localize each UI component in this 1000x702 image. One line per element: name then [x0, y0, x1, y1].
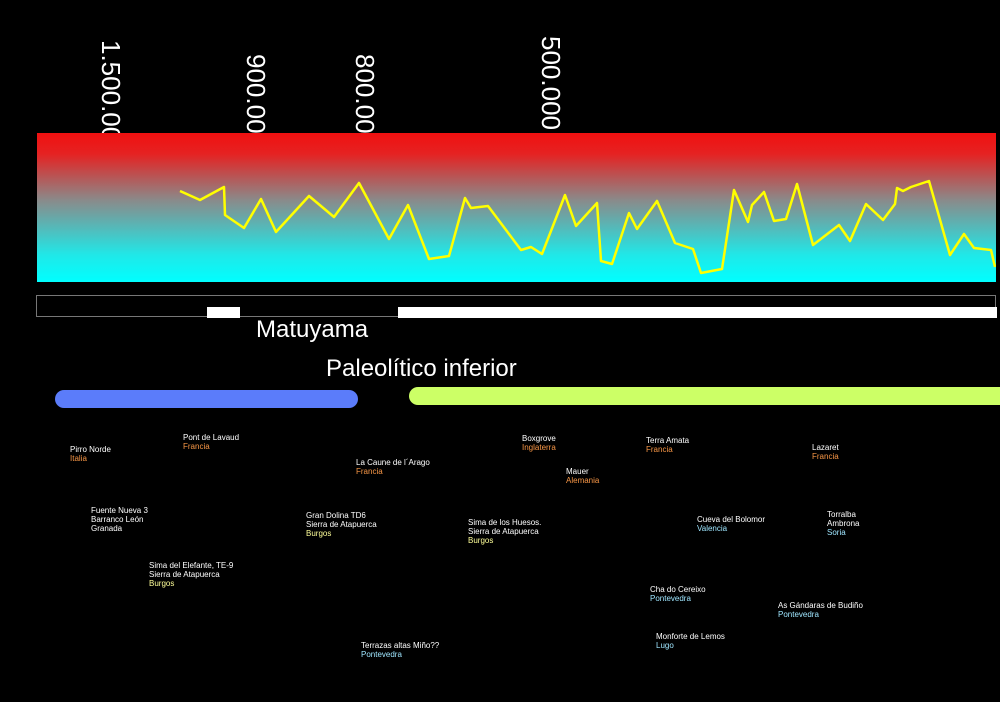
- climate-curve-line: [179, 179, 996, 275]
- site-name-line: Sierra de Atapuerca: [468, 527, 539, 536]
- period-bar-late: [409, 387, 1000, 405]
- site-name-line: Mauer: [566, 467, 589, 476]
- site-label: Monforte de Lemos Lugo: [656, 632, 725, 650]
- site-location: Francia: [356, 467, 383, 476]
- period-label: Paleolítico inferior: [326, 355, 517, 382]
- site-name-line: Boxgrove: [522, 434, 556, 443]
- site-name-line: Barranco León: [91, 515, 144, 524]
- polarity-segment-brunhes: [398, 307, 997, 318]
- magnetic-label: Matuyama: [256, 316, 369, 343]
- site-label: Sima de los Huesos. Sierra de Atapuerca Bu…: [468, 518, 541, 545]
- site-label: As Gándaras de Budiño Pontevedra: [778, 601, 863, 619]
- site-location: Burgos: [306, 529, 332, 538]
- site-location: Alemania: [566, 476, 600, 485]
- site-location: Italia: [70, 454, 87, 463]
- site-label: Terra Amata Francia: [646, 436, 689, 454]
- site-label: La Caune de l´Arago Francia: [356, 458, 430, 476]
- site-location: Inglaterra: [522, 443, 556, 452]
- tick-500000: 500.000: [536, 36, 566, 130]
- site-label: Gran Dolina TD6 Sierra de Atapuerca Burgos: [306, 511, 377, 538]
- site-label: Lazaret Francia: [812, 443, 839, 461]
- site-label: Boxgrove Inglaterra: [522, 434, 556, 452]
- climate-curve: [179, 179, 996, 275]
- site-label: Torralba Ambrona Soria: [827, 510, 859, 537]
- site-label: Mauer Alemania: [566, 467, 599, 485]
- site-name-line: Terra Amata: [646, 436, 690, 445]
- site-name-line: Sierra de Atapuerca: [149, 570, 220, 579]
- site-location: Burgos: [149, 579, 175, 588]
- period-bar-early: [55, 390, 358, 408]
- site-name-line: Sierra de Atapuerca: [306, 520, 377, 529]
- climate-curve-panel: [37, 133, 996, 282]
- site-label: Terrazas altas Miño?? Pontevedra: [361, 641, 439, 659]
- site-name-line: As Gándaras de Budiño: [778, 601, 863, 610]
- site-label: Cha do Cereixo Pontevedra: [650, 585, 706, 603]
- polarity-segment-jaramillo: [207, 307, 240, 318]
- site-name-line: Gran Dolina TD6: [306, 511, 366, 520]
- site-name-line: Torralba: [827, 510, 856, 519]
- site-label: Sima del Elefante, TE-9 Sierra de Atapuer…: [149, 561, 233, 588]
- site-location: Pontevedra: [778, 610, 819, 619]
- site-name-line: Lazaret: [812, 443, 839, 452]
- site-location: Pontevedra: [650, 594, 691, 603]
- site-name-line: Cha do Cereixo: [650, 585, 706, 594]
- site-location: Francia: [646, 445, 673, 454]
- site-label: Cueva del Bolomor Valencia: [697, 515, 765, 533]
- site-name-line: Ambrona: [827, 519, 860, 528]
- site-location: Pontevedra: [361, 650, 402, 659]
- site-label: Pont de Lavaud Francia: [183, 433, 239, 451]
- site-location: Lugo: [656, 641, 674, 650]
- site-label: Fuente Nueva 3 Barranco León Granada: [91, 506, 148, 533]
- site-location: Francia: [183, 442, 210, 451]
- magnetic-polarity-bar: [36, 295, 997, 318]
- site-name-line: Monforte de Lemos: [656, 632, 725, 641]
- site-location: Soria: [827, 528, 846, 537]
- site-location: Francia: [812, 452, 839, 461]
- site-name-line: Pirro Norde: [70, 445, 111, 454]
- site-name-line: Cueva del Bolomor: [697, 515, 766, 524]
- site-name-line: Sima del Elefante, TE-9: [149, 561, 234, 570]
- site-name-line: Fuente Nueva 3: [91, 506, 148, 515]
- site-name-line: Sima de los Huesos.: [468, 518, 542, 527]
- site-name-line: Pont de Lavaud: [183, 433, 240, 442]
- site-name-line: Terrazas altas Miño??: [361, 641, 440, 650]
- site-name-line: La Caune de l´Arago: [356, 458, 430, 467]
- site-location: Burgos: [468, 536, 494, 545]
- site-location: Valencia: [697, 524, 728, 533]
- site-name-line: Granada: [91, 524, 123, 533]
- site-label: Pirro Norde Italia: [70, 445, 111, 463]
